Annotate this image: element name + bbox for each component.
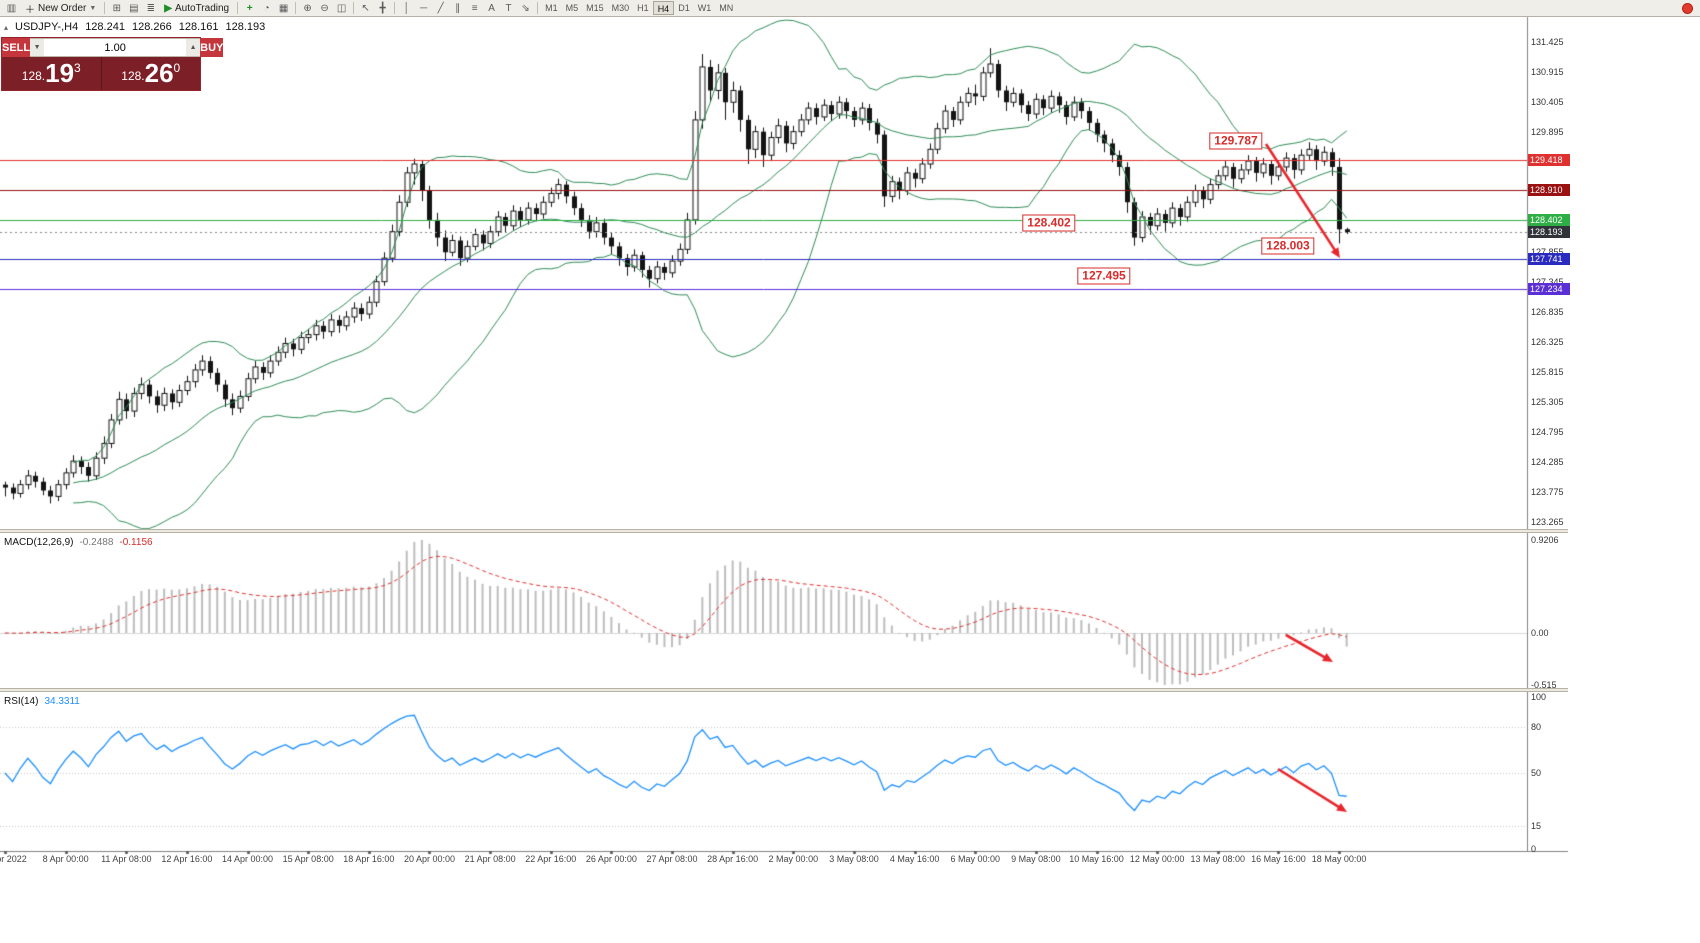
- trendline-icon[interactable]: ╱: [437, 2, 444, 14]
- timeframe-m5-button[interactable]: M5: [565, 3, 579, 13]
- autotrading-label: AutoTrading: [175, 2, 230, 14]
- volume-decrease-button[interactable]: ▼: [30, 39, 45, 56]
- volume-input[interactable]: [44, 39, 187, 56]
- chart-header: ▴ USDJPY-,H4 128.241 128.266 128.161 128…: [4, 21, 265, 33]
- volume-stepper: ▼ ▲: [30, 38, 201, 57]
- periods-clock-icon[interactable]: ◔: [263, 2, 270, 14]
- one-click-trading-widget: SELL ▼ ▲ BUY 128. 19 3 128. 26 0: [2, 38, 224, 90]
- volume-increase-button[interactable]: ▲: [186, 39, 201, 56]
- toolbar-separator: [394, 2, 396, 14]
- sell-price-prefix: 128.: [21, 69, 46, 83]
- ohlc-close: 128.193: [225, 21, 266, 33]
- fibonacci-icon[interactable]: ≡: [471, 2, 478, 14]
- plus-icon: ＋: [25, 4, 35, 16]
- sell-price[interactable]: 128. 19 3: [2, 57, 102, 90]
- symbol-timeframe-label: USDJPY-,H4: [15, 21, 79, 33]
- panel-splitter[interactable]: [0, 529, 1568, 533]
- zoom-in-icon[interactable]: ⊕: [303, 2, 312, 14]
- crosshair-icon[interactable]: ╋: [379, 2, 386, 14]
- toolbar-separator: [237, 2, 239, 14]
- sell-price-big: 19: [45, 58, 75, 88]
- text-icon[interactable]: A: [488, 2, 495, 14]
- channel-icon[interactable]: ∥: [455, 2, 461, 14]
- toolbar-separator: [537, 2, 539, 14]
- buy-button[interactable]: BUY: [200, 38, 224, 57]
- zoom-out-icon[interactable]: ⊖: [320, 2, 329, 14]
- toolbar-separator: [295, 2, 297, 14]
- templates-icon[interactable]: ▦: [278, 2, 289, 14]
- new-chart-icon[interactable]: ▥: [6, 2, 17, 14]
- charts-grid-icon[interactable]: ⊞: [112, 2, 121, 14]
- macd-value: -0.2488: [79, 537, 114, 548]
- vertical-line-icon[interactable]: │: [403, 2, 410, 14]
- main-toolbar: ▥ ＋ New Order ▼ ⊞ ▤ ≣ ▶ AutoTrading + ◔ …: [0, 0, 1700, 17]
- buy-price-big: 26: [144, 58, 174, 88]
- screen-record-indicator-icon[interactable]: [1682, 3, 1693, 14]
- new-order-button[interactable]: ＋ New Order ▼: [20, 1, 101, 16]
- ohlc-low: 128.161: [178, 21, 219, 33]
- ohlc-open: 128.241: [85, 21, 125, 33]
- macd-name: MACD(12,26,9): [4, 537, 74, 548]
- market-watch-icon[interactable]: ≣: [146, 2, 155, 14]
- timeframe-m15-button[interactable]: M15: [586, 3, 604, 13]
- sell-button[interactable]: SELL: [2, 38, 31, 57]
- timeframe-m30-button[interactable]: M30: [611, 3, 630, 13]
- buy-price-sup: 0: [173, 61, 181, 75]
- panel-splitter[interactable]: [0, 688, 1568, 692]
- buy-price[interactable]: 128. 26 0: [102, 57, 201, 90]
- play-icon: ▶: [164, 2, 172, 14]
- autotrading-button[interactable]: ▶ AutoTrading: [159, 1, 234, 16]
- timeframe-d1-button[interactable]: D1: [678, 3, 690, 13]
- timeframe-mn-button[interactable]: MN: [719, 3, 734, 13]
- cursor-icon[interactable]: ↖: [361, 2, 370, 14]
- timeframe-h4-button[interactable]: H4: [652, 1, 675, 15]
- dropdown-caret-icon: ▼: [89, 4, 97, 12]
- label-icon[interactable]: T: [505, 2, 512, 14]
- one-click-trading-toggle-icon[interactable]: ▴: [4, 22, 9, 32]
- toolbar-separator: [104, 2, 106, 14]
- buy-price-prefix: 128.: [121, 69, 145, 83]
- rsi-label: RSI(14) 34.3311: [4, 696, 80, 707]
- toolbar-separator: [353, 2, 355, 14]
- ohlc-high: 128.266: [131, 21, 172, 33]
- rsi-value: 34.3311: [44, 696, 80, 707]
- timeframe-m1-button[interactable]: M1: [545, 3, 558, 13]
- macd-label: MACD(12,26,9) -0.2488 -0.1156: [4, 537, 153, 548]
- rsi-name: RSI(14): [4, 696, 39, 707]
- tile-windows-icon[interactable]: ◫: [336, 2, 347, 14]
- horizontal-line-icon[interactable]: ─: [420, 2, 428, 14]
- macd-signal-value: -0.1156: [119, 537, 153, 548]
- indicators-add-icon[interactable]: +: [246, 2, 253, 14]
- new-order-label: New Order: [38, 2, 87, 14]
- profiles-icon[interactable]: ▤: [129, 2, 139, 14]
- arrows-icon[interactable]: ⇘: [521, 2, 530, 14]
- timeframe-w1-button[interactable]: W1: [697, 3, 712, 13]
- timeframe-h1-button[interactable]: H1: [637, 3, 649, 13]
- sell-price-sup: 3: [74, 61, 81, 75]
